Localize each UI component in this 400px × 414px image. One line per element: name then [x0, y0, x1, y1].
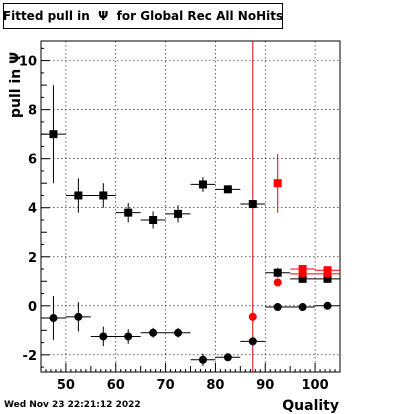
data-point [240, 337, 266, 346]
data-point [315, 301, 340, 310]
data-point [290, 274, 316, 283]
chart-title: Fitted pull in Ψ for Global Rec All NoHi… [3, 3, 283, 29]
data-point [290, 303, 316, 312]
y-tick-label: 0 [28, 300, 37, 315]
circle-marker [74, 312, 83, 321]
data-point [190, 177, 216, 192]
y-axis-label: pull in Ψ [8, 52, 24, 118]
data-point [240, 200, 266, 209]
data-point [41, 85, 66, 184]
circle-marker [323, 301, 332, 310]
data-point [41, 295, 66, 341]
y-tick-label: 8 [28, 104, 37, 119]
circle-marker [323, 269, 332, 278]
y-tick-label: 6 [28, 153, 37, 168]
circle-marker [99, 332, 108, 341]
circle-marker [273, 278, 282, 287]
square-marker [273, 179, 282, 188]
circle-marker [298, 269, 307, 278]
data-point [90, 326, 116, 347]
data-point [315, 274, 340, 283]
circle-marker [198, 355, 207, 364]
data-point [265, 267, 291, 278]
square-marker [298, 265, 307, 274]
circle-marker [149, 328, 158, 337]
circle-marker [223, 353, 232, 362]
x-tick-label: 60 [107, 378, 125, 393]
x-tick-label: 50 [57, 378, 75, 393]
square-marker [99, 191, 108, 200]
data-point [248, 311, 257, 322]
data-point [165, 205, 191, 223]
x-tick-label: 80 [206, 378, 224, 393]
grid-lines [41, 41, 340, 372]
x-tick-label: 90 [256, 378, 274, 393]
axes: 50 60 70 80 90 100 -2 0 2 4 6 8 10 [19, 47, 341, 393]
square-marker [223, 185, 232, 194]
square-marker [273, 268, 282, 277]
circle-marker [174, 328, 183, 337]
circle-marker [273, 303, 282, 312]
data-point [190, 353, 216, 366]
square-marker [149, 215, 158, 224]
square-marker [198, 180, 207, 189]
x-axis-label: Quality [282, 398, 339, 414]
data-point [165, 327, 191, 338]
circle-marker [248, 312, 257, 321]
circle-marker [49, 314, 58, 323]
square-marker [74, 191, 83, 200]
data-point [65, 302, 91, 332]
data-point [273, 153, 282, 213]
data-point [90, 183, 116, 208]
data-point [315, 269, 340, 278]
square-marker [323, 274, 332, 283]
data-point [265, 303, 291, 312]
x-tick-label: 70 [157, 378, 175, 393]
timestamp: Wed Nov 23 22:21:12 2022 [4, 400, 141, 410]
square-marker [248, 200, 257, 209]
data-point [140, 327, 166, 338]
y-tick-label: 2 [28, 251, 37, 266]
data-point [215, 353, 241, 362]
square-marker [49, 130, 58, 139]
square-marker [298, 274, 307, 283]
circle-marker [298, 303, 307, 312]
y-tick-label: 4 [28, 202, 37, 217]
circle-marker [248, 337, 257, 346]
square-marker [124, 208, 133, 217]
data-marks [41, 41, 340, 372]
data-point [273, 278, 282, 287]
y-tick-label: -2 [23, 349, 37, 364]
data-point [115, 202, 141, 223]
data-point [215, 185, 241, 194]
square-marker [174, 209, 183, 218]
data-point [140, 211, 166, 229]
data-point [290, 269, 316, 278]
data-point [115, 329, 141, 344]
y-tick-label: 10 [19, 55, 37, 70]
circle-marker [124, 332, 133, 341]
data-point [65, 178, 91, 213]
x-tick-label: 100 [302, 378, 329, 393]
plot-frame [40, 40, 341, 373]
